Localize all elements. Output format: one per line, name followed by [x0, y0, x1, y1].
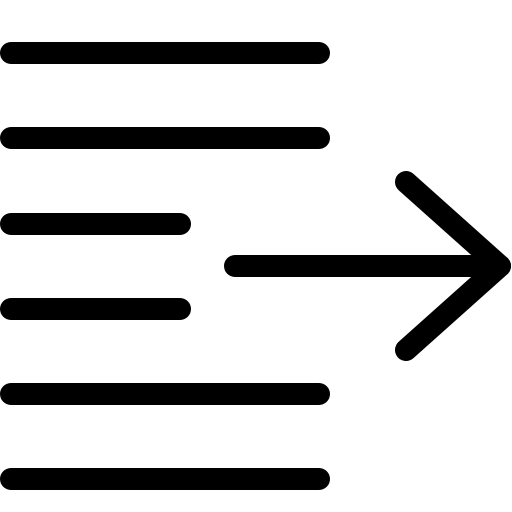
arrow-head-icon [395, 171, 511, 361]
